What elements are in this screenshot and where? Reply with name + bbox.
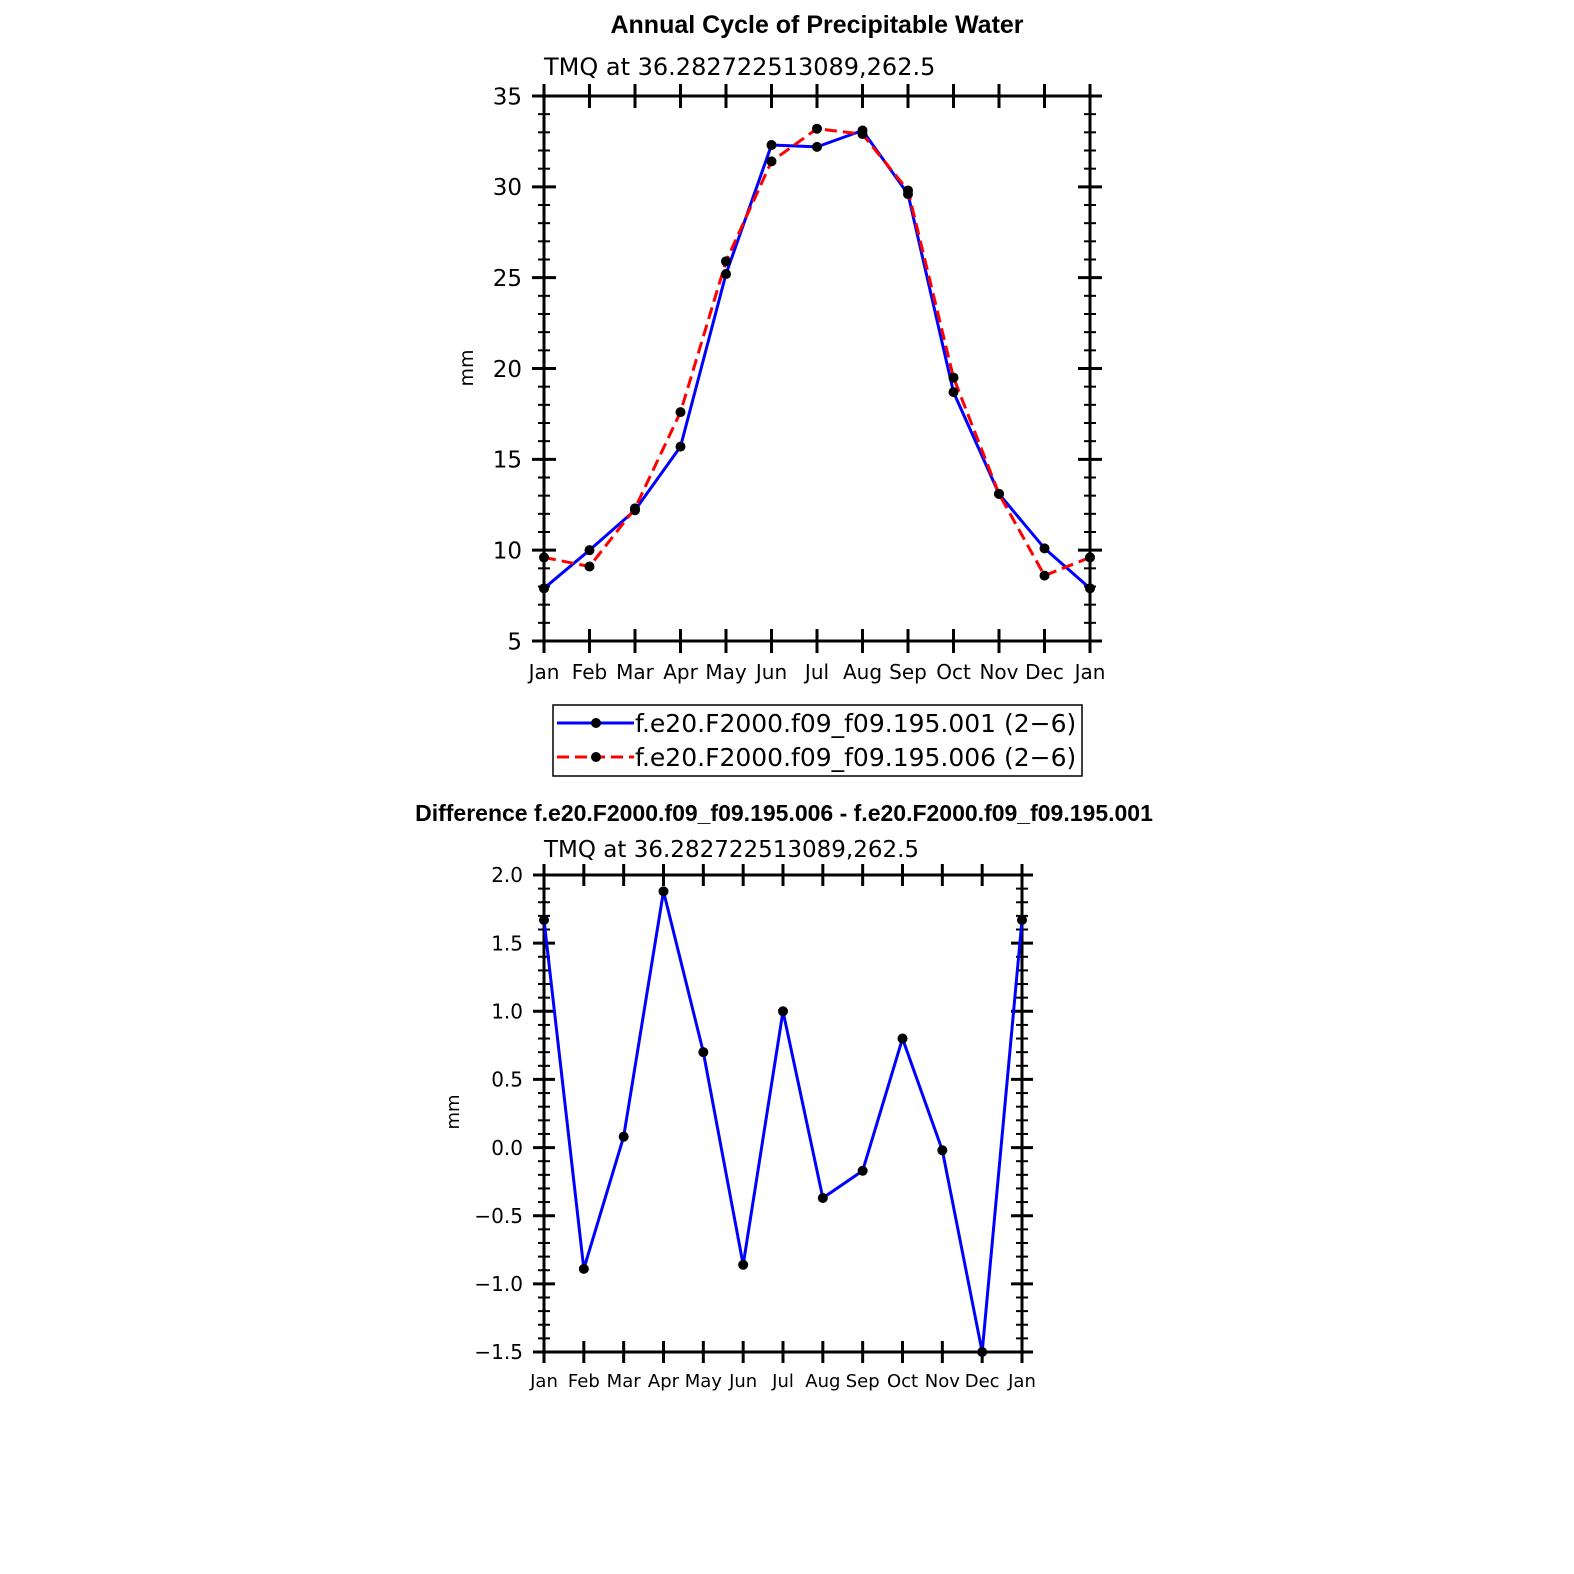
series-1-point [721, 269, 731, 280]
x-tick-label: Jul [771, 1371, 794, 1392]
series-1-point [1039, 543, 1050, 554]
series-1-point [977, 1347, 988, 1357]
series-1-point [1085, 583, 1095, 594]
chart2-ticks [533, 864, 1033, 1363]
series-1-point [812, 141, 822, 152]
difference-chart: Difference f.e20.F2000.f09_f09.195.006 -… [415, 800, 1153, 1392]
legend-label-series-2: f.e20.F2000.f09_f09.195.006 (2−6) [635, 743, 1076, 772]
series-2-point [948, 372, 959, 383]
chart1-ticks [532, 84, 1102, 653]
y-tick-label: 1.0 [491, 999, 523, 1023]
x-tick-label: Feb [572, 660, 607, 684]
annual-cycle-chart: Annual Cycle of Precipitable Water TMQ a… [456, 11, 1106, 777]
y-tick-label: 1.5 [491, 931, 523, 955]
series-2-point [675, 407, 686, 418]
y-tick-label: 35 [493, 84, 522, 110]
series-2-point [1085, 552, 1095, 563]
legend-box [552, 704, 1083, 777]
series-1-point [897, 1033, 908, 1044]
chart2-title: Difference f.e20.F2000.f09_f09.195.006 -… [415, 800, 1153, 826]
x-tick-label: Jul [803, 660, 829, 684]
x-tick-label: May [705, 660, 747, 684]
chart1-y-tick-labels: 5 10 15 20 25 30 35 [493, 84, 522, 655]
x-tick-label: May [685, 1371, 723, 1392]
y-tick-label: 15 [493, 448, 522, 474]
x-tick-label: Sep [889, 660, 927, 684]
y-tick-label: −1.5 [474, 1340, 523, 1364]
chart1-series [539, 123, 1095, 594]
y-tick-label: 10 [493, 538, 522, 564]
x-tick-label: Jan [527, 660, 560, 684]
chart1-x-tick-labels: Jan Feb Mar Apr May Jun Jul Aug Sep Oct Nov Dec Jan [527, 660, 1106, 684]
chart2-subtitle: TMQ at 36.282722513089,262.5 [543, 837, 919, 863]
series-1-point [937, 1145, 948, 1156]
chart2-series [539, 886, 1027, 1357]
series-2-point [812, 123, 822, 134]
x-tick-label: Nov [925, 1371, 960, 1392]
series-2-point [721, 256, 731, 267]
series-2-point [1039, 570, 1050, 581]
y-tick-label: −0.5 [474, 1204, 523, 1228]
series-1-point [857, 1165, 868, 1176]
x-tick-label: Aug [843, 660, 882, 684]
y-tick-label: 30 [493, 175, 522, 201]
y-tick-label: 5 [507, 629, 522, 655]
y-tick-label: 25 [493, 266, 522, 292]
series-2-point [903, 185, 913, 196]
chart1-legend: f.e20.F2000.f09_f09.195.001 (2−6) f.e20.… [552, 704, 1083, 777]
x-tick-label: Apr [663, 660, 698, 684]
series-1-point [698, 1047, 709, 1058]
x-tick-label: Dec [965, 1371, 1000, 1392]
y-tick-label: 2.0 [491, 863, 523, 887]
x-tick-label: Jan [1007, 1371, 1036, 1392]
series-1-point [675, 441, 686, 452]
x-tick-label: Nov [979, 660, 1018, 684]
y-tick-label: 0.0 [491, 1136, 523, 1160]
x-tick-label: Aug [805, 1371, 840, 1392]
x-tick-label: Dec [1025, 660, 1064, 684]
x-tick-label: Oct [887, 1371, 918, 1392]
series-1-point [539, 914, 549, 925]
chart1-title: Annual Cycle of Precipitable Water [610, 11, 1023, 39]
series-2-point [857, 129, 868, 140]
series-1-point [778, 1006, 788, 1017]
x-tick-label: Feb [568, 1371, 600, 1392]
x-tick-label: Jan [529, 1371, 558, 1392]
series-1-point [948, 387, 959, 398]
series-1-point [1017, 914, 1027, 925]
legend-marker-series-2 [591, 752, 601, 762]
series-1-point [618, 1131, 629, 1142]
x-tick-label: Oct [936, 660, 971, 684]
chart2-y-tick-labels: −1.5 −1.0 −0.5 0.0 0.5 1.0 1.5 2.0 [474, 863, 523, 1364]
y-tick-label: 20 [493, 357, 522, 383]
series-1-point [817, 1192, 828, 1203]
chart2-x-tick-labels: Jan Feb Mar Apr May Jun Jul Aug Sep Oct Nov Dec Jan [529, 1371, 1036, 1392]
series-1-point [738, 1259, 749, 1270]
legend-label-series-1: f.e20.F2000.f09_f09.195.001 (2−6) [635, 709, 1076, 738]
series-2-point [766, 156, 777, 167]
series-1-point [578, 1263, 589, 1274]
series-1-point [584, 545, 595, 556]
chart2-ylabel: mm [443, 1094, 464, 1129]
series-2-point [994, 488, 1004, 499]
x-tick-label: Mar [607, 1371, 642, 1392]
series-1-point [766, 140, 777, 151]
x-tick-label: Mar [616, 660, 655, 684]
y-tick-label: −1.0 [474, 1272, 523, 1296]
series-2-point [539, 552, 549, 563]
series-2-point [584, 561, 595, 572]
y-tick-label: 0.5 [491, 1068, 523, 1092]
legend-marker-series-1 [591, 718, 601, 728]
chart1-subtitle: TMQ at 36.282722513089,262.5 [543, 53, 935, 81]
series-1-point [658, 886, 669, 897]
x-tick-label: Jun [728, 1371, 757, 1392]
x-tick-label: Jun [754, 660, 787, 684]
chart1-ylabel: mm [456, 349, 478, 386]
x-tick-label: Jan [1073, 660, 1106, 684]
x-tick-label: Apr [648, 1371, 680, 1392]
x-tick-label: Sep [846, 1371, 880, 1392]
series-2-point [630, 503, 640, 514]
series-1-point [539, 583, 549, 594]
